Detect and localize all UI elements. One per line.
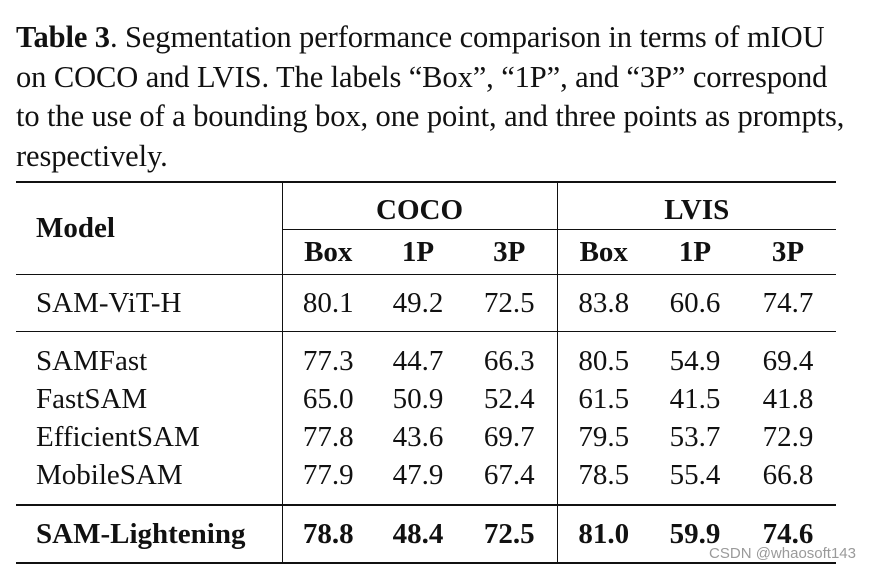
value-cell: 47.9 bbox=[392, 458, 444, 491]
header-group-coco: COCO bbox=[281, 181, 558, 230]
caption-label: Table 3 bbox=[16, 20, 110, 54]
value-cell: 80.5 bbox=[556, 331, 651, 380]
value-cell: 74.6 bbox=[740, 504, 837, 564]
value-cell: 80.1 bbox=[281, 274, 374, 332]
value-cell: 60.6 bbox=[650, 274, 741, 332]
model-name: SAM-Lightening bbox=[16, 504, 282, 564]
header-coco-3p: 3P bbox=[493, 235, 526, 268]
header-row-groups: Model COCO LVIS bbox=[16, 181, 837, 275]
value-cell: 78.5 bbox=[556, 456, 651, 505]
value-cell: 78.8 bbox=[281, 504, 374, 564]
model-name: SAM-ViT-H bbox=[16, 274, 282, 332]
value-cell: 50.9 bbox=[392, 382, 444, 415]
value-cell: 61.5 bbox=[556, 380, 651, 418]
value-cell: 81.0 bbox=[556, 504, 651, 564]
table-row: FastSAM 65.0 50.9 52.4 61.5 41.5 41.8 bbox=[16, 380, 836, 418]
value-cell: 79.5 bbox=[556, 418, 651, 456]
value-cell: 72.5 bbox=[462, 274, 558, 332]
model-name: SAMFast bbox=[16, 331, 282, 380]
value-cell: 74.7 bbox=[740, 274, 837, 332]
value-cell: 41.5 bbox=[669, 382, 721, 415]
value-cell: 72.5 bbox=[462, 504, 558, 564]
value-cell: 44.7 bbox=[374, 331, 462, 380]
header-lvis-1p: 1P bbox=[678, 235, 712, 268]
value-cell: 69.4 bbox=[740, 331, 837, 380]
value-cell: 66.8 bbox=[762, 458, 814, 491]
header-model: Model bbox=[16, 181, 282, 275]
caption-text: . Segmentation performance comparison in… bbox=[16, 20, 845, 173]
value-cell: 83.8 bbox=[556, 274, 651, 332]
model-name: EfficientSAM bbox=[36, 420, 200, 453]
value-cell: 48.4 bbox=[374, 504, 462, 564]
value-cell: 49.2 bbox=[374, 274, 462, 332]
watermark: CSDN @whaosoft143 bbox=[709, 545, 856, 562]
header-lvis-3p: 3P bbox=[771, 235, 805, 268]
table-row: MobileSAM 77.9 47.9 67.4 78.5 55.4 66.8 bbox=[16, 456, 836, 505]
value-cell: 77.3 bbox=[281, 331, 374, 380]
table-caption: Table 3. Segmentation performance compar… bbox=[16, 18, 851, 176]
value-cell: 65.0 bbox=[281, 380, 374, 418]
value-cell: 55.4 bbox=[669, 458, 721, 491]
value-cell: 77.8 bbox=[281, 418, 374, 456]
value-cell: 52.4 bbox=[483, 382, 535, 415]
model-name: MobileSAM bbox=[36, 458, 183, 491]
value-cell: 41.8 bbox=[762, 382, 814, 415]
table-row: SAMFast 77.3 44.7 66.3 80.5 54.9 69.4 bbox=[16, 331, 837, 380]
value-cell: 72.9 bbox=[762, 420, 814, 453]
value-cell: 53.7 bbox=[669, 420, 721, 453]
value-cell: 59.9 bbox=[650, 504, 741, 564]
model-name: FastSAM bbox=[36, 382, 148, 415]
value-cell: 54.9 bbox=[650, 331, 741, 380]
header-coco-1p: 1P bbox=[401, 235, 435, 268]
value-cell: 77.9 bbox=[281, 456, 374, 505]
value-cell: 69.7 bbox=[483, 420, 535, 453]
table-row-highlighted: SAM-Lightening 78.8 48.4 72.5 81.0 59.9 … bbox=[16, 504, 837, 564]
value-cell: 67.4 bbox=[483, 458, 535, 491]
value-cell: 43.6 bbox=[392, 420, 444, 453]
table-row: SAM-ViT-H 80.1 49.2 72.5 83.8 60.6 74.7 bbox=[16, 274, 837, 332]
header-row-prompts: Box 1P 3P Box 1P 3P bbox=[16, 229, 836, 275]
header-lvis-box: Box bbox=[556, 229, 651, 275]
table-row: EfficientSAM 77.8 43.6 69.7 79.5 53.7 72… bbox=[16, 418, 836, 456]
header-group-lvis: LVIS bbox=[556, 181, 837, 230]
results-table: Model COCO LVIS Box 1P 3P Box 1P 3P SAM-… bbox=[16, 181, 837, 564]
value-cell: 66.3 bbox=[462, 331, 558, 380]
header-coco-box: Box bbox=[281, 229, 374, 275]
